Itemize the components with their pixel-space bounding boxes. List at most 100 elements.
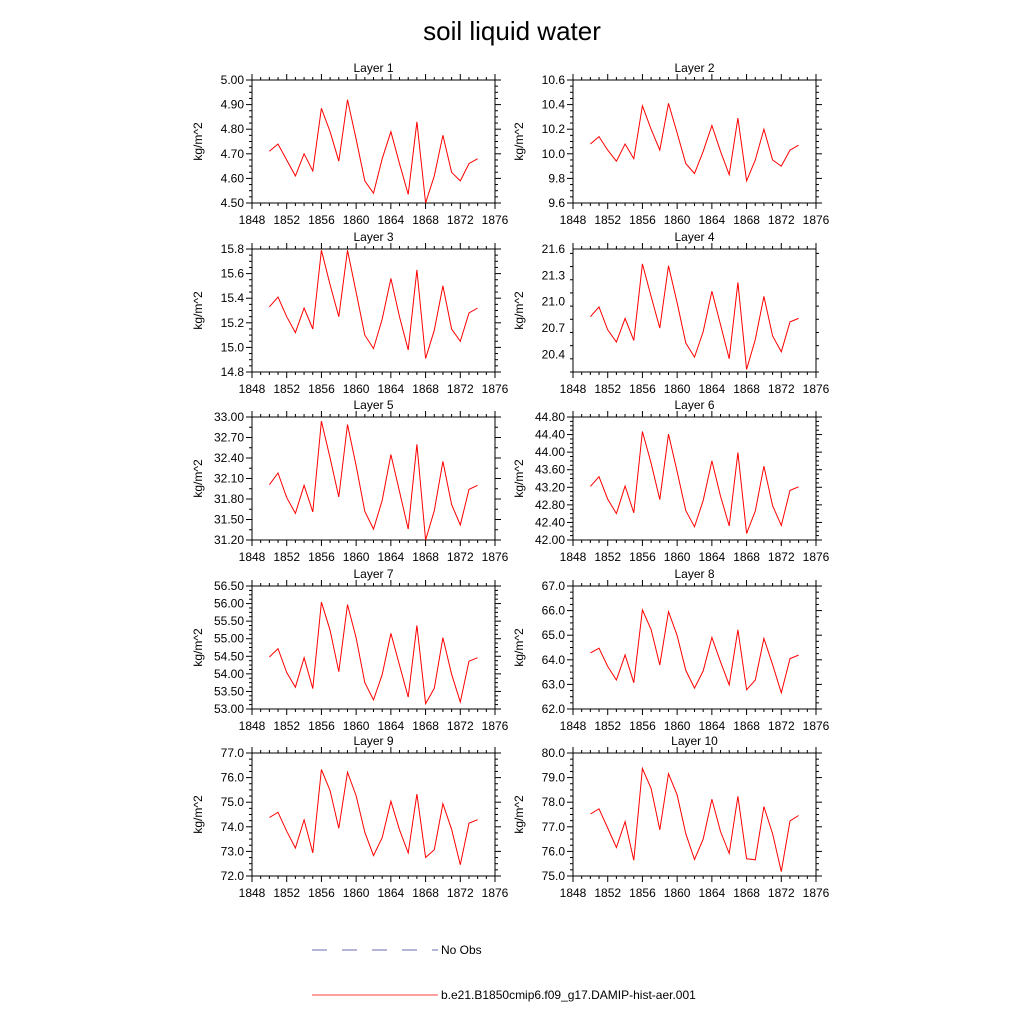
series-line — [268, 420, 478, 541]
series-line — [269, 602, 478, 706]
x-tick-label: 1848 — [560, 550, 587, 564]
y-tick-label: 62.0 — [542, 702, 566, 716]
panel-title: Layer 9 — [353, 734, 393, 748]
y-tick-label: 53.00 — [214, 702, 244, 716]
x-tick-label: 1860 — [343, 550, 370, 564]
y-tick-label: 15.2 — [221, 316, 245, 330]
panel-layer-6: Layer 6 1848 1852 1856 1860 1864 1868 1872 1876 4… — [512, 398, 830, 564]
y-tick-label: 21.3 — [542, 268, 566, 282]
series-line — [590, 431, 799, 534]
y-axis-label: kg/m^2 — [191, 291, 205, 330]
y-tick-label: 44.00 — [535, 445, 565, 459]
x-tick-label: 1864 — [699, 550, 726, 564]
y-tick-label: 42.40 — [535, 515, 565, 529]
x-tick-label: 1872 — [768, 719, 795, 733]
x-tick-label: 1856 — [629, 382, 656, 396]
x-tick-label: 1860 — [343, 382, 370, 396]
x-tick-label: 1872 — [768, 550, 795, 564]
x-tick-label: 1868 — [733, 550, 760, 564]
panels: Layer 1 1848 1852 1856 1860 1864 1868 1872 1876 4… — [191, 61, 830, 900]
x-tick-label: 1848 — [239, 213, 266, 227]
y-tick-label: 9.8 — [548, 171, 565, 185]
y-tick-label: 21.6 — [542, 242, 566, 256]
x-tick-label: 1848 — [560, 213, 587, 227]
panel-layer-2: Layer 2 1848 1852 1856 1860 1864 1868 1872 1876 9… — [512, 61, 830, 227]
y-tick-label: 67.0 — [542, 579, 566, 593]
y-tick-label: 20.7 — [542, 321, 566, 335]
x-tick-label: 1860 — [664, 886, 691, 900]
legend-no-obs-label: No Obs — [441, 943, 482, 957]
x-tick-label: 1864 — [378, 550, 405, 564]
plot-frame — [572, 79, 817, 204]
series-line — [590, 263, 799, 370]
y-tick-label: 43.60 — [535, 463, 565, 477]
y-tick-label: 72.0 — [221, 869, 245, 883]
y-tick-label: 76.0 — [542, 844, 566, 858]
y-axis-label: kg/m^2 — [191, 459, 205, 498]
y-tick-label: 20.4 — [542, 347, 566, 361]
legend: No Obs b.e21.B1850cmip6.f09_g17.DAMIP-hi… — [312, 943, 696, 1002]
panel-layer-7: Layer 7 1848 1852 1856 1860 1864 1868 1872 1876 5… — [191, 567, 509, 733]
panel-layer-10: Layer 10 1848 1852 1856 1860 1864 1868 1872 1876… — [512, 734, 830, 900]
x-tick-label: 1864 — [378, 382, 405, 396]
x-tick-label: 1868 — [412, 719, 439, 733]
x-tick-label: 1856 — [308, 719, 335, 733]
x-tick-label: 1852 — [594, 550, 621, 564]
x-tick-label: 1852 — [273, 886, 300, 900]
y-tick-label: 10.6 — [542, 73, 566, 87]
plot-frame — [251, 79, 496, 204]
x-tick-label: 1864 — [378, 719, 405, 733]
y-tick-label: 65.0 — [542, 628, 566, 642]
panel-title: Layer 6 — [674, 398, 714, 412]
x-tick-label: 1876 — [803, 213, 830, 227]
x-tick-label: 1872 — [447, 550, 474, 564]
panel-title: Layer 5 — [353, 398, 393, 412]
x-tick-label: 1868 — [733, 886, 760, 900]
y-tick-label: 54.50 — [214, 649, 244, 663]
x-tick-label: 1856 — [308, 550, 335, 564]
x-tick-label: 1876 — [803, 719, 830, 733]
panel-title: Layer 8 — [674, 567, 714, 581]
x-tick-label: 1848 — [239, 719, 266, 733]
panel-layer-1: Layer 1 1848 1852 1856 1860 1864 1868 1872 1876 4… — [191, 61, 509, 227]
y-tick-label: 4.70 — [221, 147, 245, 161]
figure-title: soil liquid water — [423, 16, 601, 46]
y-tick-label: 15.8 — [221, 242, 245, 256]
x-tick-label: 1860 — [664, 719, 691, 733]
series-line — [269, 769, 478, 865]
y-tick-label: 79.0 — [542, 771, 566, 785]
series-line — [269, 250, 478, 359]
x-tick-label: 1872 — [768, 213, 795, 227]
panel-layer-4: Layer 4 1848 1852 1856 1860 1864 1868 1872 1876 2… — [512, 230, 830, 396]
x-tick-label: 1852 — [594, 213, 621, 227]
x-tick-label: 1872 — [447, 886, 474, 900]
y-tick-label: 4.60 — [221, 171, 245, 185]
y-tick-label: 32.40 — [214, 451, 244, 465]
x-tick-label: 1852 — [594, 719, 621, 733]
y-tick-label: 76.0 — [221, 771, 245, 785]
y-tick-label: 44.40 — [535, 428, 565, 442]
y-tick-label: 15.6 — [221, 267, 245, 281]
y-tick-label: 63.0 — [542, 677, 566, 691]
panel-title: Layer 3 — [353, 230, 393, 244]
y-tick-label: 44.80 — [535, 410, 565, 424]
x-tick-label: 1864 — [699, 719, 726, 733]
x-tick-label: 1864 — [699, 213, 726, 227]
x-tick-label: 1852 — [273, 550, 300, 564]
x-tick-label: 1872 — [768, 382, 795, 396]
x-tick-label: 1856 — [308, 886, 335, 900]
series-line — [590, 766, 799, 872]
y-tick-label: 54.00 — [214, 667, 244, 681]
x-tick-label: 1876 — [803, 550, 830, 564]
series-line — [269, 99, 478, 204]
x-tick-label: 1872 — [447, 719, 474, 733]
y-axis-label: kg/m^2 — [512, 795, 526, 834]
x-tick-label: 1868 — [733, 382, 760, 396]
y-tick-label: 31.50 — [214, 513, 244, 527]
plot-frame — [572, 752, 817, 877]
x-tick-label: 1872 — [768, 886, 795, 900]
x-tick-label: 1856 — [629, 213, 656, 227]
y-tick-label: 78.0 — [542, 795, 566, 809]
y-tick-label: 4.80 — [221, 122, 245, 136]
y-tick-label: 74.0 — [221, 820, 245, 834]
